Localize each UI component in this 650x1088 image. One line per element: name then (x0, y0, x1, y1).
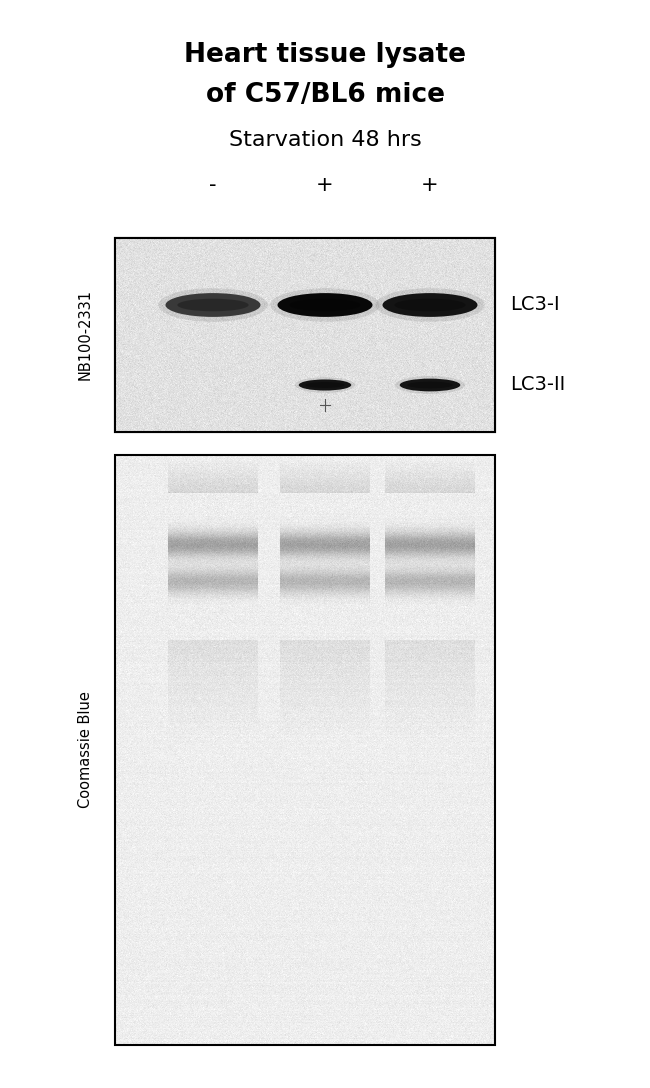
Bar (115, 238, 495, 432)
Ellipse shape (395, 299, 465, 311)
Ellipse shape (306, 382, 345, 388)
Ellipse shape (299, 380, 351, 391)
Text: NB100-2331: NB100-2331 (77, 289, 92, 381)
Text: LC3-II: LC3-II (510, 375, 566, 395)
Text: Heart tissue lysate: Heart tissue lysate (184, 42, 466, 67)
Text: Starvation 48 hrs: Starvation 48 hrs (229, 129, 421, 150)
Ellipse shape (408, 382, 452, 388)
Ellipse shape (289, 299, 361, 311)
Ellipse shape (159, 288, 268, 322)
Text: -: - (209, 175, 216, 195)
Ellipse shape (400, 379, 460, 392)
Ellipse shape (270, 288, 380, 322)
Text: +: + (421, 175, 439, 195)
Ellipse shape (295, 378, 355, 393)
Text: Coomassie Blue: Coomassie Blue (77, 692, 92, 808)
Bar (115, 238, 495, 432)
Ellipse shape (395, 376, 465, 394)
Bar (115, 455, 495, 1044)
Text: +: + (316, 175, 334, 195)
Text: LC3-I: LC3-I (510, 296, 560, 314)
Ellipse shape (166, 293, 261, 317)
Ellipse shape (382, 293, 478, 317)
Text: of C57/BL6 mice: of C57/BL6 mice (205, 82, 445, 108)
Ellipse shape (278, 293, 372, 317)
Ellipse shape (376, 288, 485, 322)
Ellipse shape (177, 299, 248, 311)
